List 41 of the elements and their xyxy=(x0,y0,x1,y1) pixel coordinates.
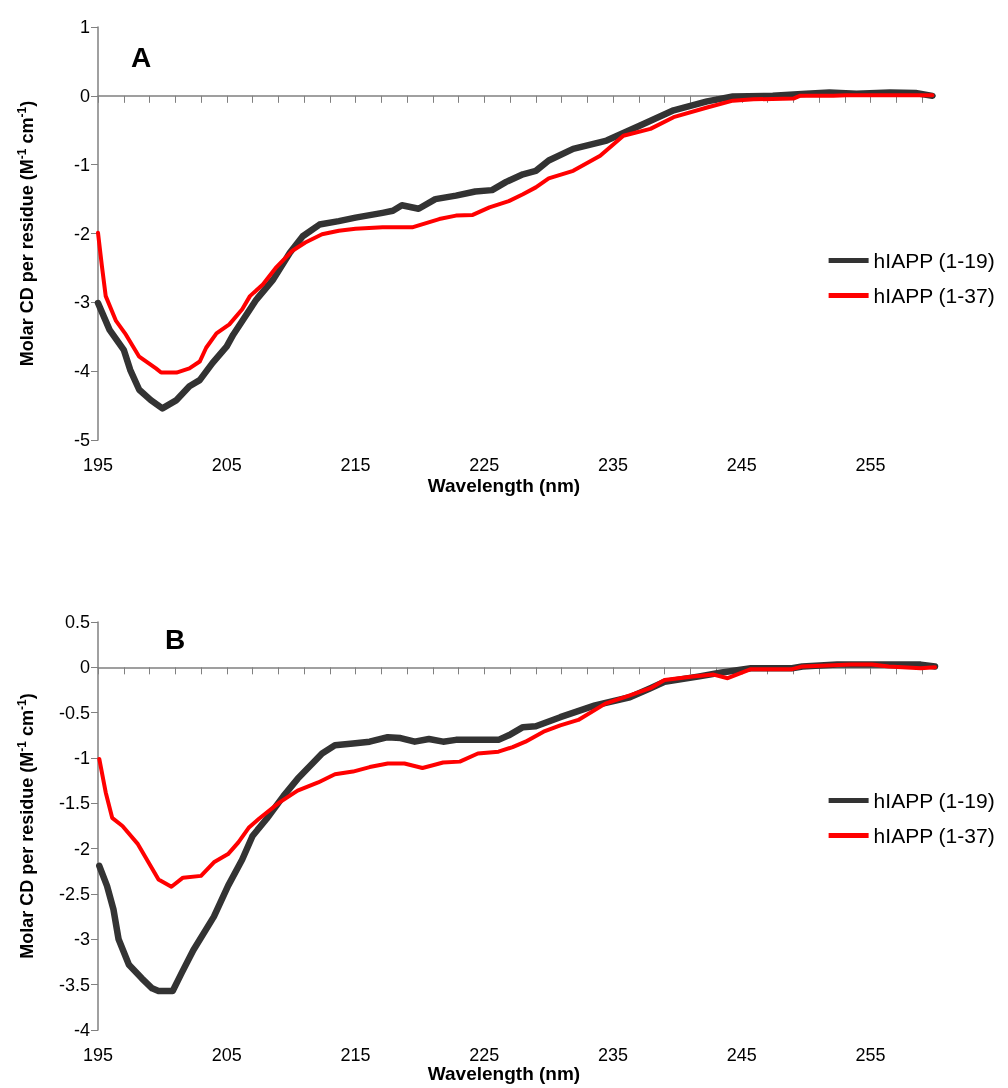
legend-label: hIAPP (1-19) xyxy=(873,789,995,812)
y-tick-label: 1 xyxy=(79,17,90,37)
legend-label: hIAPP (1-37) xyxy=(873,284,995,307)
x-tick-label: 195 xyxy=(82,455,114,475)
x-axis-title: Wavelength (nm) xyxy=(427,1063,581,1084)
x-tick-label: 215 xyxy=(340,455,371,475)
y-axis-title: Molar CD per residue (M-1 cm-1) xyxy=(15,100,37,367)
x-tick-label: 215 xyxy=(340,1045,371,1065)
chart-title: B xyxy=(165,623,186,655)
y-tick-label: -1 xyxy=(73,748,90,768)
legend-label: hIAPP (1-37) xyxy=(873,824,995,847)
y-tick-label: -2 xyxy=(73,223,90,244)
x-tick-label: 235 xyxy=(598,1045,629,1065)
x-tick-label: 235 xyxy=(598,455,629,475)
y-tick-label: -1 xyxy=(73,154,90,175)
x-tick-label: 245 xyxy=(726,1045,757,1065)
y-tick-label: -4 xyxy=(73,361,90,382)
x-tick-label: 255 xyxy=(855,455,886,475)
x-tick-label: 205 xyxy=(211,1045,242,1065)
x-tick-label: 255 xyxy=(855,1045,886,1065)
x-tick-label: 225 xyxy=(469,455,500,475)
y-tick-label: -2.5 xyxy=(58,884,90,904)
x-tick-label: 195 xyxy=(82,1045,114,1065)
y-tick-label: -1.5 xyxy=(58,793,90,814)
y-tick-label: -4 xyxy=(73,1020,90,1040)
x-tick-label: 205 xyxy=(211,455,242,475)
legend-label: hIAPP (1-19) xyxy=(873,249,995,272)
y-tick-label: -0.5 xyxy=(58,702,90,723)
y-tick-label: 0 xyxy=(79,657,90,678)
x-tick-label: 225 xyxy=(469,1045,500,1065)
y-tick-label: -2 xyxy=(73,838,90,859)
x-axis-title: Wavelength (nm) xyxy=(427,475,581,496)
x-tick-label: 245 xyxy=(726,455,757,475)
y-axis-title: Molar CD per residue (M-1 cm-1) xyxy=(15,693,37,959)
y-tick-label: 0 xyxy=(79,85,90,106)
y-tick-label: -3 xyxy=(73,292,90,313)
y-tick-label: -3.5 xyxy=(58,974,90,995)
text: A xyxy=(131,41,152,73)
y-tick-label: -3 xyxy=(73,929,90,950)
y-tick-label: 0.5 xyxy=(64,612,90,632)
y-tick-label: -5 xyxy=(73,430,90,450)
